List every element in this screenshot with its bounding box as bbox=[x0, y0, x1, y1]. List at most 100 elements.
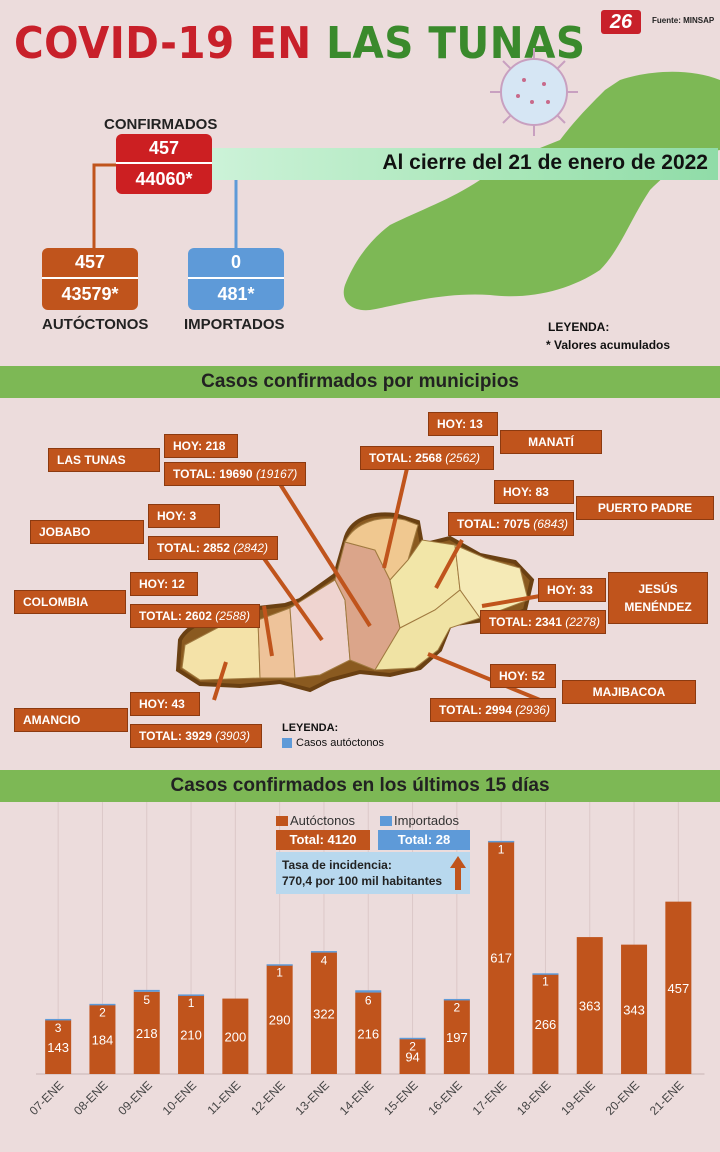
bar-importados bbox=[443, 998, 470, 1001]
bar-autoctonos bbox=[133, 991, 160, 1074]
municipio-puerto-padre-name: PUERTO PADRE bbox=[576, 496, 714, 520]
bar-importados bbox=[178, 994, 205, 996]
date-banner: Al cierre del 21 de enero de 2022 bbox=[212, 148, 718, 180]
bar-autoctonos bbox=[89, 1004, 116, 1074]
bar-autoctonos bbox=[178, 994, 205, 1074]
municipio-manati-name: MANATÍ bbox=[500, 430, 602, 454]
up-arrow-icon bbox=[450, 856, 466, 890]
bar-importados bbox=[133, 989, 160, 992]
bar-importados bbox=[355, 990, 382, 993]
municipio-puerto-padre-hoy: HOY: 83 bbox=[494, 480, 574, 504]
municipio-majibacoa-total: TOTAL: 2994 (2936) bbox=[430, 698, 556, 722]
legend-autoctonos-label: Autóctonos bbox=[290, 813, 356, 828]
municipio-majibacoa-name: MAJIBACOA bbox=[562, 680, 696, 704]
x-tick-label: 15-ENE bbox=[381, 1078, 421, 1118]
autoctonos-label: AUTÓCTONOS bbox=[42, 316, 149, 333]
bar-importados-label: 1 bbox=[276, 966, 283, 980]
bar-importados bbox=[45, 1018, 72, 1021]
incidence-panel: Tasa de incidencia: 770,4 por 100 mil ha… bbox=[276, 852, 470, 894]
bar-value-label: 266 bbox=[535, 1017, 557, 1032]
bar-value-label: 197 bbox=[446, 1030, 468, 1045]
municipio-amancio-total: TOTAL: 3929 (3903) bbox=[130, 724, 262, 748]
municipio-jesus-menendez-total: TOTAL: 2341 (2278) bbox=[480, 610, 606, 634]
x-tick-label: 13-ENE bbox=[292, 1078, 332, 1118]
bar-autoctonos bbox=[310, 952, 337, 1074]
bar-value-label: 363 bbox=[579, 999, 601, 1014]
bar-autoctonos bbox=[665, 901, 692, 1074]
x-tick-label: 18-ENE bbox=[514, 1078, 554, 1118]
map-legend-swatch bbox=[282, 738, 292, 748]
municipios-section-title: Casos confirmados por municipios bbox=[0, 366, 720, 398]
legend-importados-swatch bbox=[380, 816, 392, 826]
cubadebate-26-logo: 26 bbox=[601, 10, 641, 34]
municipio-colombia-hoy: HOY: 12 bbox=[130, 572, 198, 596]
municipio-las-tunas-total: TOTAL: 19690 (19167) bbox=[164, 462, 306, 486]
bar-importados-label: 6 bbox=[365, 994, 372, 1008]
municipio-jesus-menendez-name: JESÚS MENÉNDEZ bbox=[608, 572, 708, 624]
importados-today: 0 bbox=[188, 248, 284, 279]
x-tick-label: 21-ENE bbox=[647, 1078, 687, 1118]
bar-autoctonos bbox=[532, 973, 559, 1074]
bar-importados-label: 4 bbox=[321, 954, 328, 968]
bar-importados-label: 2 bbox=[409, 1040, 416, 1054]
municipio-las-tunas-hoy: HOY: 218 bbox=[164, 434, 238, 458]
municipio-amancio-name: AMANCIO bbox=[14, 708, 128, 732]
bar-importados-label: 2 bbox=[454, 1001, 461, 1015]
region-map-graphic bbox=[343, 71, 720, 311]
bar-value-label: 457 bbox=[667, 981, 689, 996]
bar-autoctonos bbox=[355, 992, 382, 1074]
map-legend-title: LEYENDA: bbox=[282, 722, 339, 734]
chart-section-title: Casos confirmados en los últimos 15 días bbox=[0, 770, 720, 802]
confirmados-box: 457 44060* bbox=[116, 134, 212, 194]
bar-value-label: 216 bbox=[357, 1026, 379, 1041]
bar-importados bbox=[310, 951, 337, 953]
summary-legend-text: * Valores acumulados bbox=[546, 338, 671, 352]
source-label: Fuente: MINSAP bbox=[652, 16, 715, 25]
municipio-las-tunas-name: LAS TUNAS bbox=[48, 448, 160, 472]
bar-importados-label: 1 bbox=[188, 996, 195, 1010]
x-tick-label: 12-ENE bbox=[248, 1078, 288, 1118]
bar-autoctonos bbox=[621, 944, 648, 1074]
confirmados-total: 44060* bbox=[135, 168, 193, 189]
x-tick-label: 11-ENE bbox=[204, 1078, 243, 1117]
map-legend-text: Casos autóctonos bbox=[296, 737, 385, 749]
municipio-leader-lines bbox=[212, 463, 541, 702]
bar-autoctonos bbox=[222, 998, 249, 1074]
autoctonos-box: 457 43579* bbox=[42, 248, 138, 310]
bar-value-label: 200 bbox=[224, 1029, 246, 1044]
bar-importados-label: 1 bbox=[498, 842, 505, 856]
bar-value-label: 290 bbox=[269, 1012, 291, 1027]
bar-value-label: 184 bbox=[92, 1032, 114, 1047]
importados-label: IMPORTADOS bbox=[184, 316, 285, 333]
bar-value-label: 210 bbox=[180, 1027, 202, 1042]
municipio-jobabo-hoy: HOY: 3 bbox=[148, 504, 220, 528]
municipio-manati-total: TOTAL: 2568 (2562) bbox=[360, 446, 494, 470]
confirmados-label: CONFIRMADOS bbox=[104, 116, 218, 133]
bar-value-label: 218 bbox=[136, 1026, 158, 1041]
bar-importados bbox=[89, 1003, 116, 1006]
x-tick-label: 20-ENE bbox=[603, 1078, 643, 1118]
virus-icon bbox=[490, 48, 578, 136]
municipio-jesus-menendez-hoy: HOY: 33 bbox=[538, 578, 606, 602]
total-importados: Total: 28 bbox=[378, 830, 470, 850]
municipio-colombia-total: TOTAL: 2602 (2588) bbox=[130, 604, 260, 628]
bar-importados-label: 1 bbox=[542, 975, 549, 989]
x-tick-label: 16-ENE bbox=[425, 1078, 465, 1118]
municipio-amancio-hoy: HOY: 43 bbox=[130, 692, 200, 716]
page-title: COVID-19 EN LAS TUNAS bbox=[14, 18, 586, 69]
municipio-colombia-name: COLOMBIA bbox=[14, 590, 126, 614]
bar-value-label: 143 bbox=[47, 1040, 69, 1055]
bar-importados bbox=[488, 840, 515, 843]
legend-importados-label: Importados bbox=[394, 813, 460, 828]
importados-box: 0 481* bbox=[188, 248, 284, 310]
municipio-majibacoa-hoy: HOY: 52 bbox=[490, 664, 556, 688]
bar-autoctonos bbox=[399, 1038, 426, 1074]
autoctonos-total: 43579* bbox=[61, 284, 119, 304]
importados-total: 481* bbox=[217, 284, 255, 304]
x-tick-label: 10-ENE bbox=[160, 1078, 200, 1118]
x-tick-label: 07-ENE bbox=[27, 1078, 67, 1118]
bar-autoctonos bbox=[576, 937, 603, 1074]
bar-value-label: 94 bbox=[405, 1049, 419, 1064]
bar-importados bbox=[266, 964, 293, 966]
x-tick-label: 14-ENE bbox=[337, 1078, 377, 1118]
